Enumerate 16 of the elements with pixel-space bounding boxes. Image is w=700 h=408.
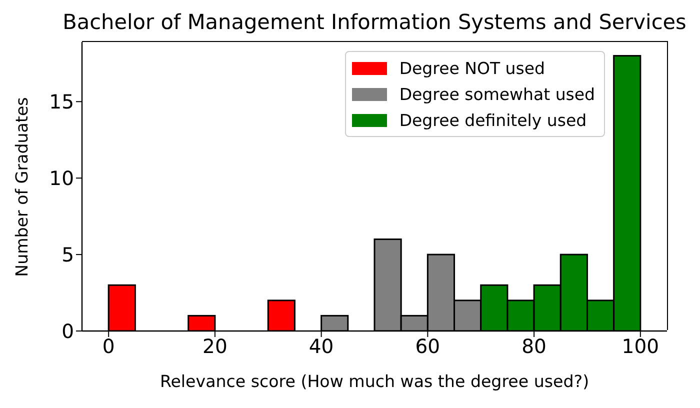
legend-label: Degree somewhat used [399,84,595,104]
y-tick-label: 5 [62,243,74,266]
x-tick-label: 80 [522,334,546,358]
y-tick-label: 15 [49,90,74,114]
x-tick-label: 0 [102,334,115,358]
y-tick-label: 0 [62,320,74,343]
x-tick-label: 20 [202,334,228,358]
x-tick-label: 100 [622,334,660,358]
x-tick-label: 40 [308,334,334,358]
y-tick-label: 10 [49,167,74,190]
x-tick-label: 60 [415,334,440,358]
legend-label: Degree definitely used [399,110,587,130]
x-axis-title: Relevance score (How much was the degree used?) [160,372,590,391]
chart-title: Bachelor of Management Information Systems and Services [62,10,686,34]
y-axis-title: Number of Graduates [12,96,32,276]
legend-label: Degree NOT used [399,58,545,78]
